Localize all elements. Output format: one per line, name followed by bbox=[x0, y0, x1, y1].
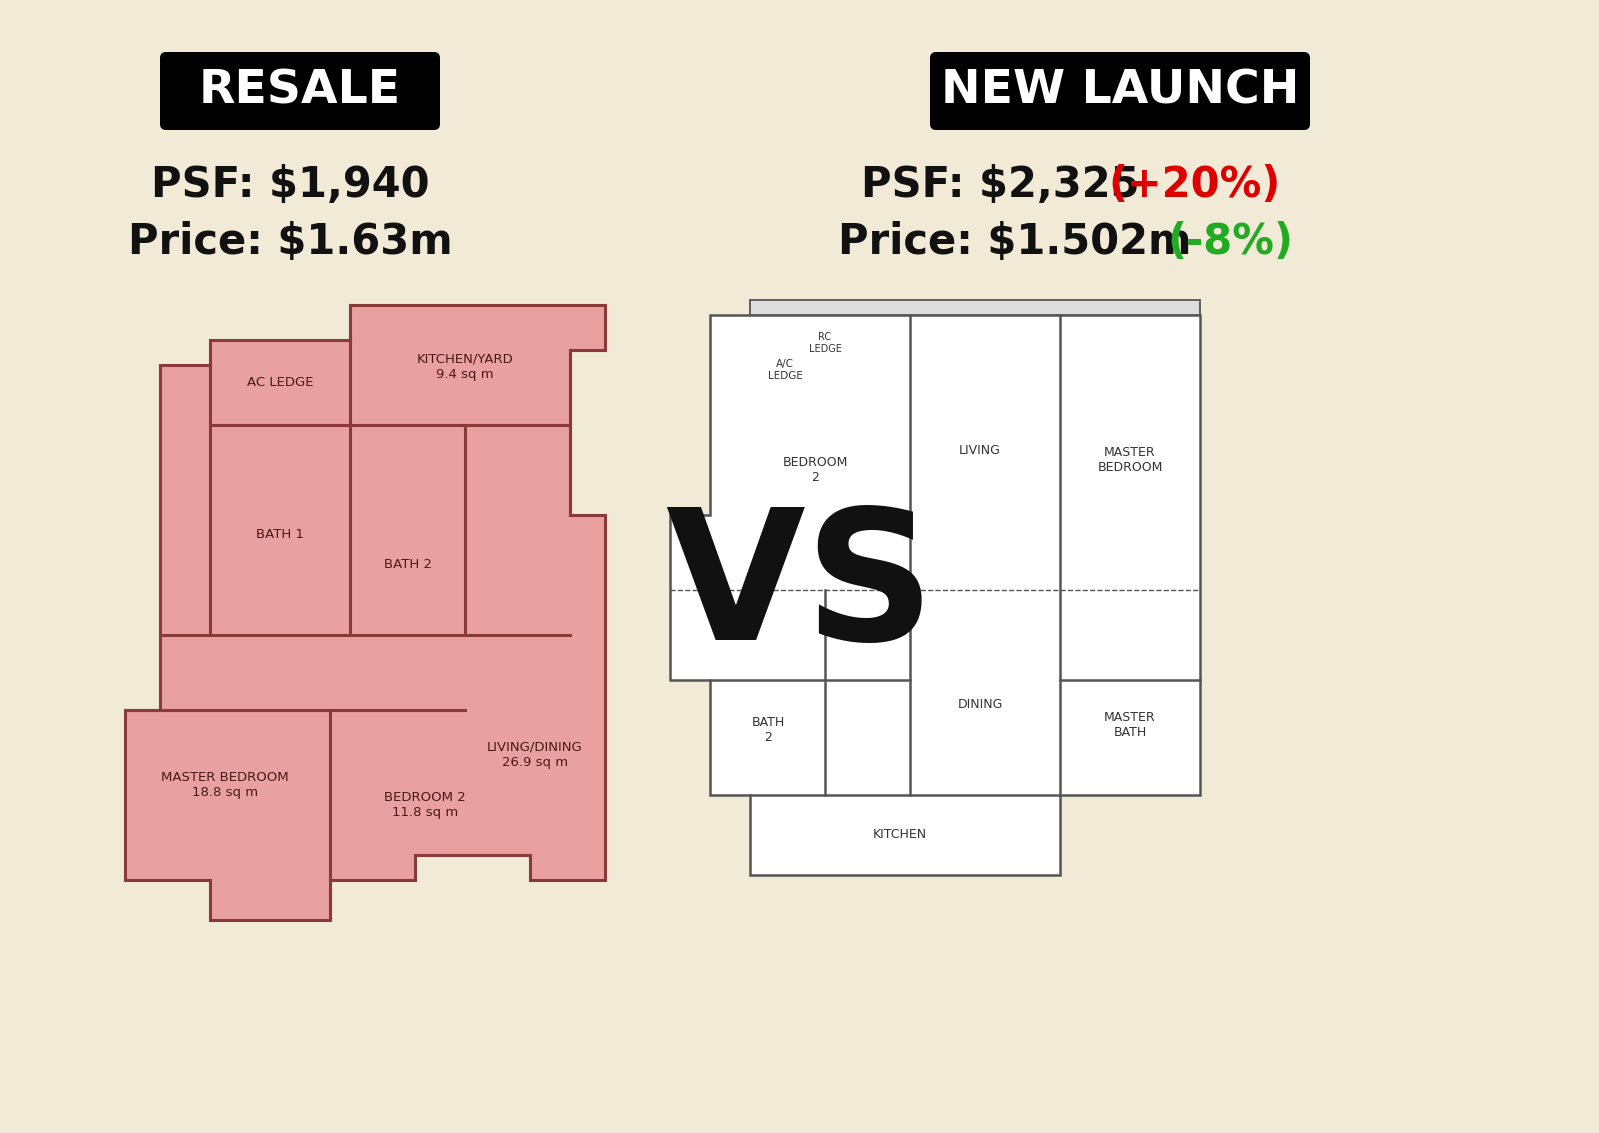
Text: (-8%): (-8%) bbox=[1167, 221, 1294, 263]
Text: LIVING/DINING
26.9 sq m: LIVING/DINING 26.9 sq m bbox=[488, 741, 584, 769]
Text: Price: $1.502m: Price: $1.502m bbox=[838, 221, 1191, 263]
Text: RC
LEDGE: RC LEDGE bbox=[809, 332, 841, 353]
Text: MASTER
BEDROOM: MASTER BEDROOM bbox=[1097, 446, 1162, 474]
Text: PSF: $1,940: PSF: $1,940 bbox=[150, 164, 429, 206]
Text: MASTER
BATH: MASTER BATH bbox=[1105, 712, 1156, 739]
Text: RESALE: RESALE bbox=[198, 68, 401, 113]
Text: (+20%): (+20%) bbox=[1108, 164, 1281, 206]
Text: BEDROOM 2
11.8 sq m: BEDROOM 2 11.8 sq m bbox=[384, 791, 465, 819]
Text: DINING: DINING bbox=[958, 699, 1003, 712]
Text: AC LEDGE: AC LEDGE bbox=[246, 375, 313, 389]
Text: KITCHEN: KITCHEN bbox=[873, 828, 927, 842]
Text: BATH 1: BATH 1 bbox=[256, 528, 304, 542]
Text: BEDROOM
2: BEDROOM 2 bbox=[782, 455, 847, 484]
Text: Price: $1.63m: Price: $1.63m bbox=[128, 221, 453, 263]
Text: KITCHEN/YARD
9.4 sq m: KITCHEN/YARD 9.4 sq m bbox=[417, 353, 513, 381]
Text: A/C
LEDGE: A/C LEDGE bbox=[768, 359, 803, 381]
Text: BATH
2: BATH 2 bbox=[752, 716, 785, 744]
Text: MASTER BEDROOM
18.8 sq m: MASTER BEDROOM 18.8 sq m bbox=[161, 770, 289, 799]
Text: VS: VS bbox=[665, 502, 935, 678]
Text: NEW LAUNCH: NEW LAUNCH bbox=[940, 68, 1298, 113]
Bar bbox=[750, 300, 1199, 315]
Text: LIVING: LIVING bbox=[959, 443, 1001, 457]
Text: BATH 2: BATH 2 bbox=[384, 559, 432, 571]
Polygon shape bbox=[670, 315, 1199, 875]
Polygon shape bbox=[125, 305, 604, 920]
FancyBboxPatch shape bbox=[931, 52, 1310, 130]
FancyBboxPatch shape bbox=[160, 52, 440, 130]
Text: PSF: $2,325: PSF: $2,325 bbox=[860, 164, 1138, 206]
